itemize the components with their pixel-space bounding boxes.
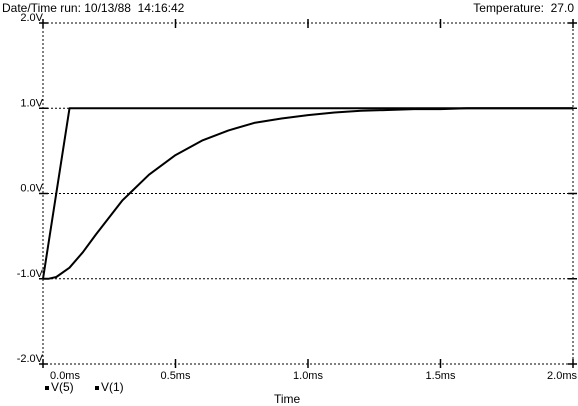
x-tick-label: 0.0ms	[50, 370, 80, 382]
y-tick-label: 0.0V	[20, 183, 43, 195]
grid-lines	[43, 107, 573, 280]
x-tick-label: 1.5ms	[426, 370, 456, 382]
y-axis-ticks: -2.0V -1.0V 0.0V 1.0V 2.0V	[17, 12, 577, 365]
x-axis-ticks: 0.0ms 0.5ms 1.0ms 1.5ms 2.0ms	[42, 19, 577, 382]
legend-item-v5: V(5)	[45, 380, 74, 394]
x-tick-label: 1.0ms	[293, 370, 323, 382]
run-date-time-label: Date/Time run: 10/13/88 14:16:42	[2, 1, 185, 15]
series-line-v1	[42, 107, 573, 279]
legend-label-v5: V(5)	[51, 380, 74, 394]
y-tick-label: -1.0V	[17, 268, 44, 280]
series-group	[42, 107, 573, 280]
legend-label-v1: V(1)	[101, 380, 124, 394]
y-tick-label: -2.0V	[17, 353, 44, 365]
x-tick-label: 0.5ms	[161, 370, 191, 382]
temperature-label: Temperature: 27.0	[473, 1, 574, 15]
legend-marker-icon	[45, 386, 49, 390]
y-tick-label: 2.0V	[20, 12, 43, 24]
x-tick-label: 2.0ms	[547, 370, 577, 382]
x-axis-label: Time	[274, 392, 301, 406]
legend-marker-icon	[95, 386, 99, 390]
legend-item-v1: V(1)	[95, 380, 124, 394]
y-tick-label: 1.0V	[20, 97, 43, 109]
